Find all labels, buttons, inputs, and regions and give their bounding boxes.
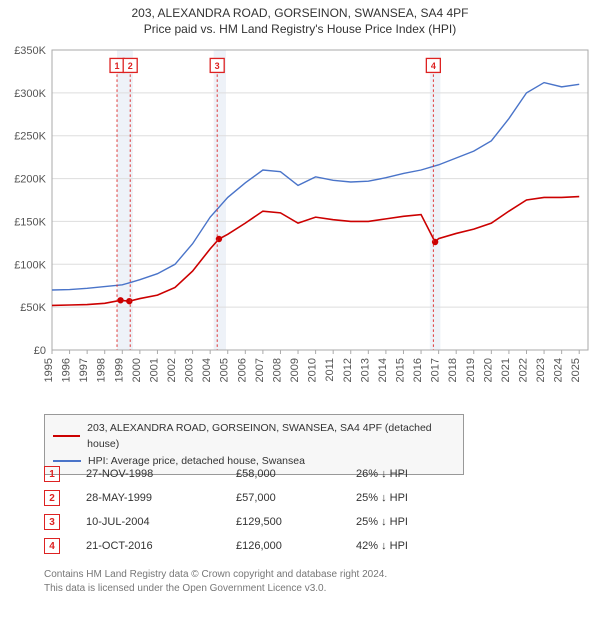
sale-point — [126, 298, 132, 304]
x-axis-label: 2025 — [570, 358, 582, 382]
tx-marker: 2 — [44, 490, 60, 506]
tx-marker: 4 — [44, 538, 60, 554]
x-axis-label: 2016 — [412, 358, 424, 382]
tx-date: 28-MAY-1999 — [86, 492, 236, 504]
x-axis-label: 2014 — [377, 358, 389, 382]
x-axis-label: 2002 — [166, 358, 178, 382]
sale-point — [117, 297, 123, 303]
marker-number: 4 — [431, 61, 436, 71]
x-axis-label: 2020 — [482, 358, 494, 382]
x-axis-label: 2000 — [131, 358, 143, 382]
chart-band — [430, 50, 441, 350]
transaction-table: 1 27-NOV-1998 £58,000 26% ↓ HPI 2 28-MAY… — [44, 462, 476, 558]
y-axis-label: £100K — [14, 259, 46, 271]
figure-container: 203, ALEXANDRA ROAD, GORSEINON, SWANSEA,… — [0, 0, 600, 620]
tx-price: £57,000 — [236, 492, 356, 504]
x-axis-label: 2013 — [359, 358, 371, 382]
x-axis-label: 1998 — [96, 358, 108, 382]
chart: £0 £50K £100K £150K £200K £250K £300K £350K 1995… — [8, 44, 592, 404]
legend-swatch — [53, 435, 80, 437]
x-axis-label: 2012 — [342, 358, 354, 382]
tx-marker: 3 — [44, 514, 60, 530]
legend-item: 203, ALEXANDRA ROAD, GORSEINON, SWANSEA,… — [53, 420, 455, 453]
y-axis-label: £350K — [14, 45, 46, 57]
marker-number: 1 — [115, 61, 120, 71]
chart-title: 203, ALEXANDRA ROAD, GORSEINON, SWANSEA,… — [0, 6, 600, 20]
table-row: 3 10-JUL-2004 £129,500 25% ↓ HPI — [44, 510, 476, 534]
footer-line: Contains HM Land Registry data © Crown c… — [44, 568, 564, 582]
x-axis-label: 1999 — [113, 358, 125, 382]
x-axis-label: 2009 — [289, 358, 301, 382]
tx-date: 10-JUL-2004 — [86, 516, 236, 528]
table-row: 4 21-OCT-2016 £126,000 42% ↓ HPI — [44, 534, 476, 558]
tx-diff: 25% ↓ HPI — [356, 516, 476, 528]
tx-date: 21-OCT-2016 — [86, 540, 236, 552]
x-axis-label: 2003 — [184, 358, 196, 382]
tx-marker: 1 — [44, 466, 60, 482]
x-axis-label: 2010 — [307, 358, 319, 382]
tx-diff: 42% ↓ HPI — [356, 540, 476, 552]
x-axis-label: 2019 — [465, 358, 477, 382]
sale-point — [432, 239, 438, 245]
x-axis-label: 2004 — [201, 358, 213, 382]
tx-price: £129,500 — [236, 516, 356, 528]
x-axis-label: 1995 — [43, 358, 55, 382]
x-axis-label: 2021 — [500, 358, 512, 382]
y-axis-label: £300K — [14, 88, 46, 100]
x-axis-label: 2018 — [447, 358, 459, 382]
y-axis-label: £0 — [34, 345, 46, 357]
chart-band — [214, 50, 226, 350]
x-axis-label: 2006 — [236, 358, 248, 382]
x-axis-label: 2008 — [271, 358, 283, 382]
table-row: 1 27-NOV-1998 £58,000 26% ↓ HPI — [44, 462, 476, 486]
tx-diff: 26% ↓ HPI — [356, 468, 476, 480]
x-axis-label: 2023 — [535, 358, 547, 382]
x-axis-label: 2022 — [517, 358, 529, 382]
title-block: 203, ALEXANDRA ROAD, GORSEINON, SWANSEA,… — [0, 0, 600, 36]
y-axis-label: £150K — [14, 216, 46, 228]
x-axis-label: 2007 — [254, 358, 266, 382]
marker-number: 3 — [215, 61, 220, 71]
marker-number: 2 — [128, 61, 133, 71]
y-axis-label: £250K — [14, 131, 46, 143]
x-axis-label: 2005 — [219, 358, 231, 382]
x-axis-label: 2015 — [394, 358, 406, 382]
sale-point — [216, 236, 222, 242]
x-axis-label: 2011 — [324, 358, 336, 382]
x-axis-label: 1997 — [78, 358, 90, 382]
footer: Contains HM Land Registry data © Crown c… — [44, 568, 564, 595]
tx-price: £126,000 — [236, 540, 356, 552]
chart-subtitle: Price paid vs. HM Land Registry's House … — [0, 20, 600, 36]
x-axis-label: 2001 — [148, 358, 160, 382]
y-axis-label: £200K — [14, 174, 46, 186]
legend-label: 203, ALEXANDRA ROAD, GORSEINON, SWANSEA,… — [87, 420, 455, 453]
tx-diff: 25% ↓ HPI — [356, 492, 476, 504]
tx-price: £58,000 — [236, 468, 356, 480]
y-axis-label: £50K — [20, 302, 46, 314]
chart-svg: £0 £50K £100K £150K £200K £250K £300K £350K 1995… — [8, 44, 592, 404]
footer-line: This data is licensed under the Open Gov… — [44, 582, 564, 596]
x-axis-label: 2024 — [553, 358, 565, 382]
x-axis-label: 1996 — [61, 358, 73, 382]
table-row: 2 28-MAY-1999 £57,000 25% ↓ HPI — [44, 486, 476, 510]
x-axis-label: 2017 — [430, 358, 442, 382]
tx-date: 27-NOV-1998 — [86, 468, 236, 480]
